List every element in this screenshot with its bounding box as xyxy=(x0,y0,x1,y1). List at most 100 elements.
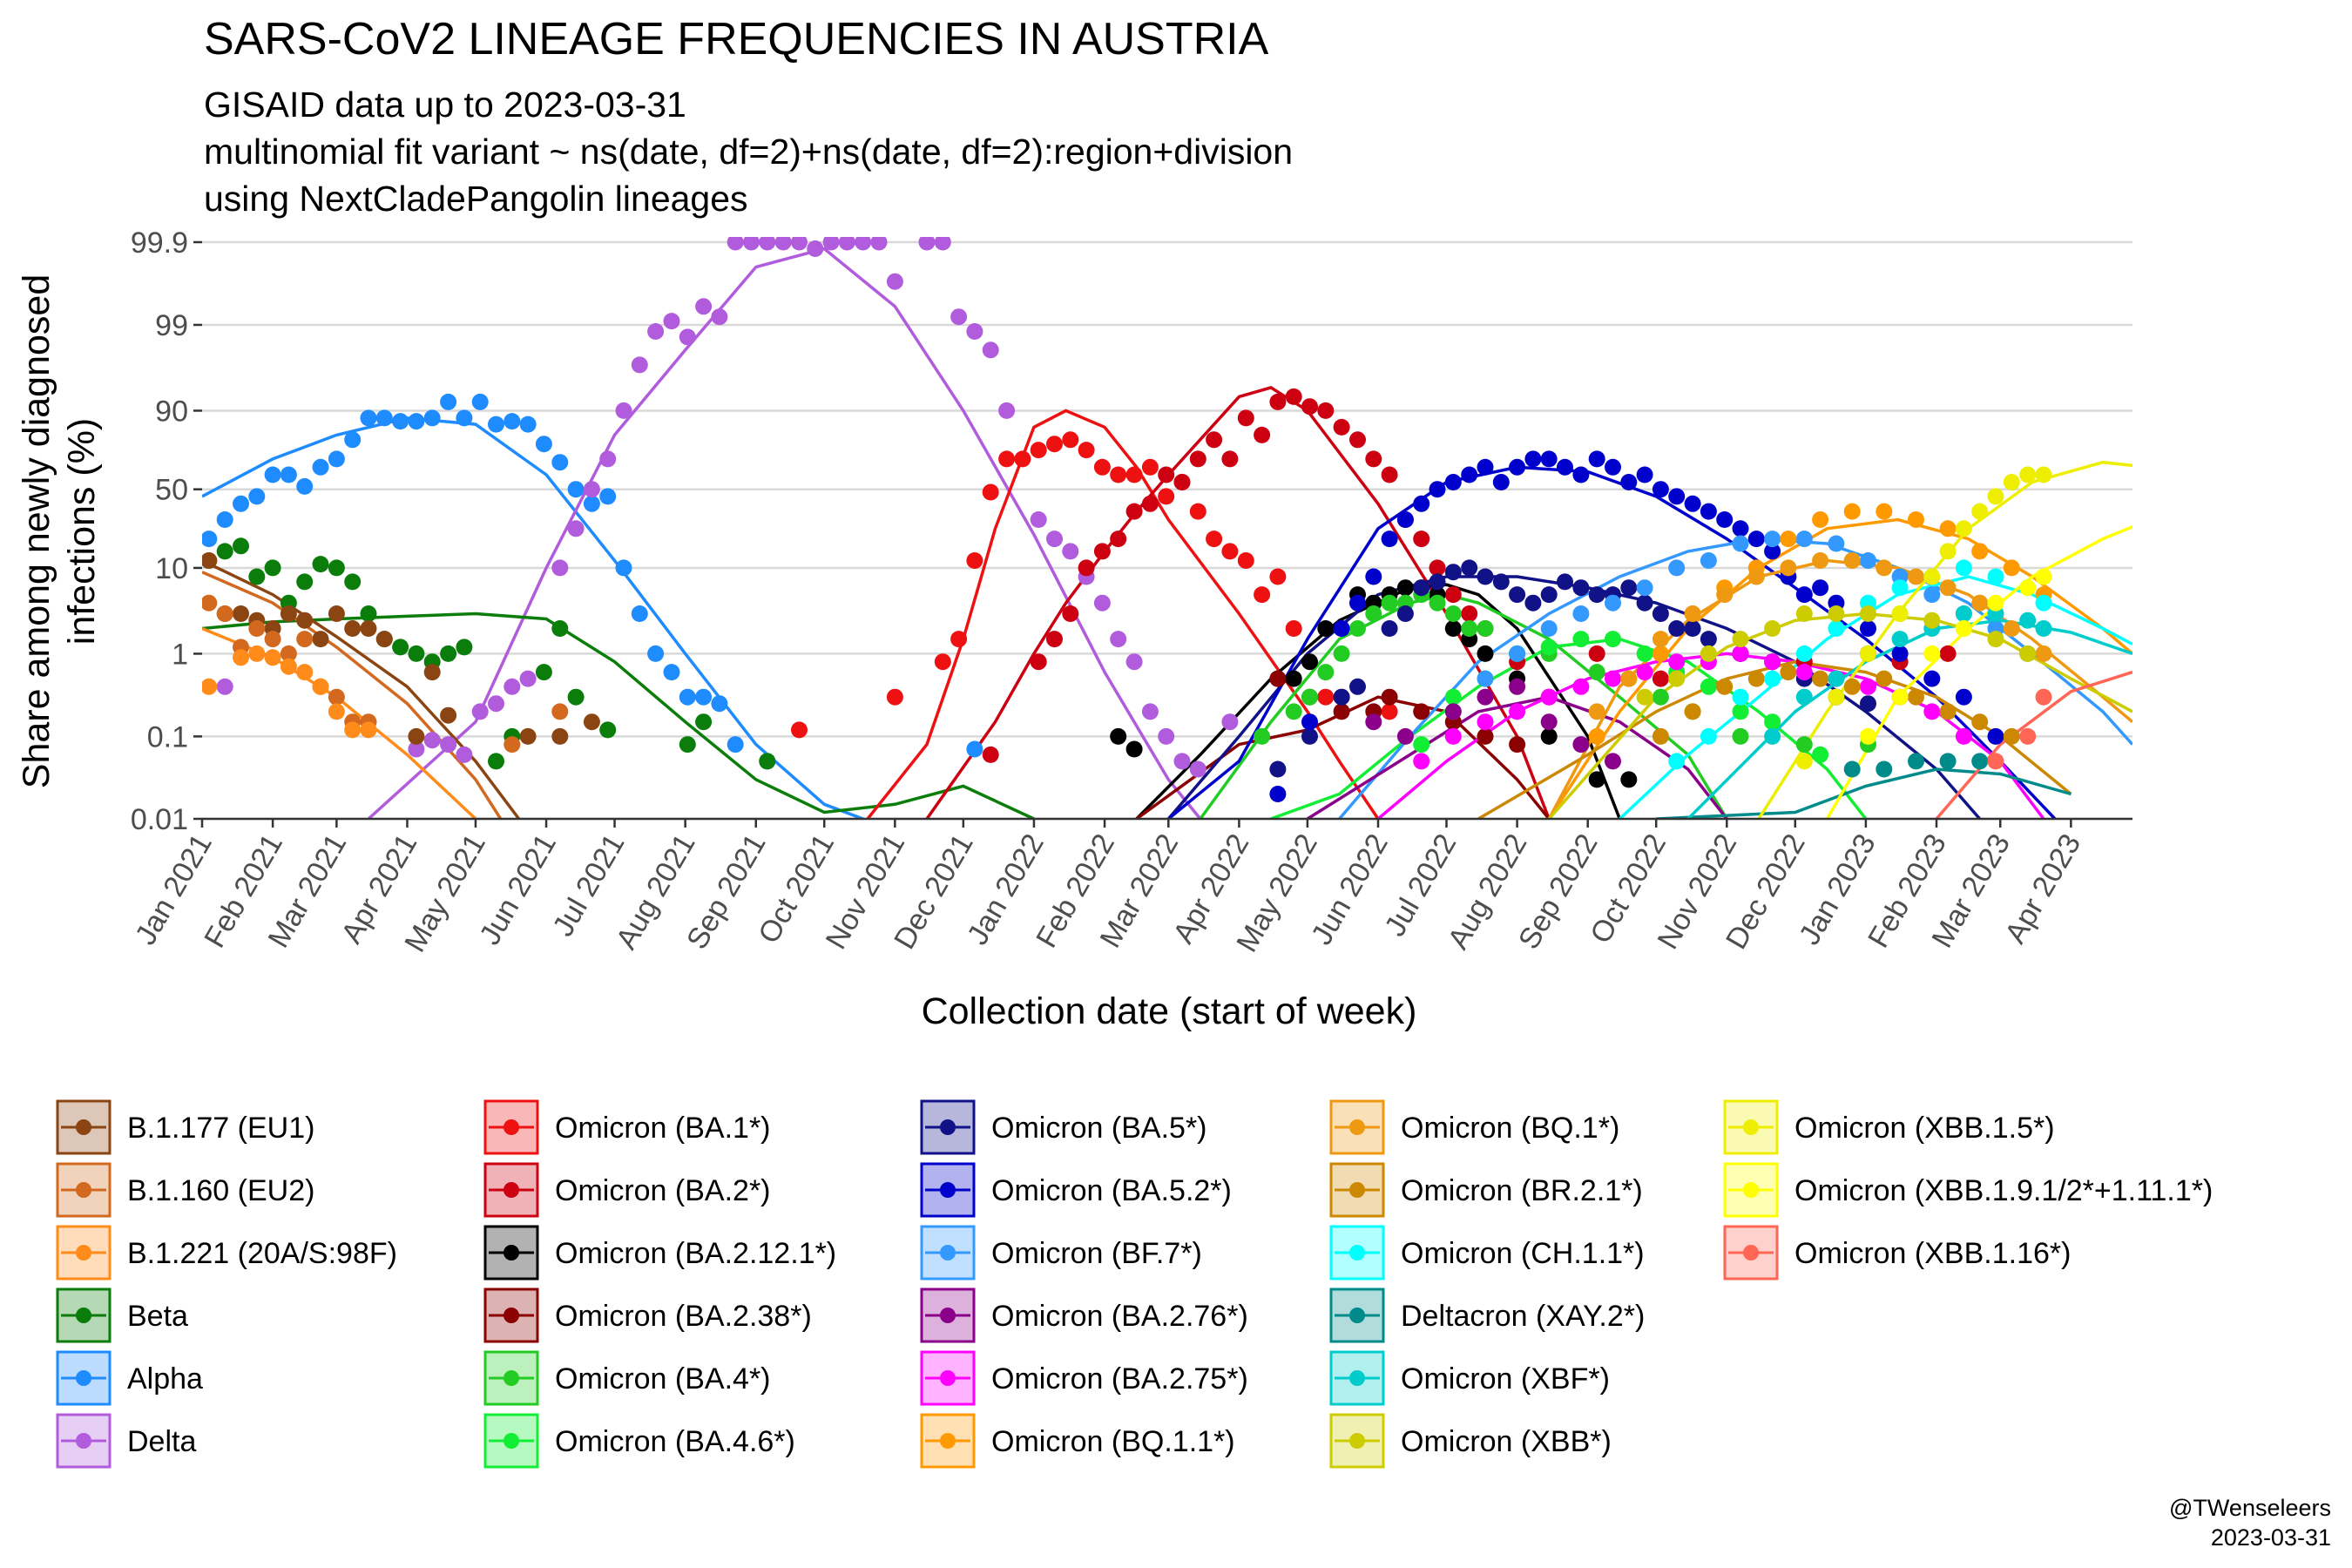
legend-label: Omicron (CH.1.1*) xyxy=(1401,1237,1645,1270)
data-point xyxy=(1828,620,1845,637)
data-point xyxy=(1557,573,1573,591)
data-point xyxy=(1158,727,1175,745)
legend-key-point xyxy=(940,1119,956,1135)
data-point xyxy=(1221,543,1239,560)
data-point xyxy=(1477,727,1494,745)
data-point xyxy=(551,620,569,637)
data-point xyxy=(1333,703,1350,720)
data-point xyxy=(456,409,473,427)
data-point xyxy=(1764,531,1781,548)
data-point xyxy=(1732,703,1749,720)
data-point xyxy=(1540,639,1558,656)
data-point xyxy=(488,753,504,770)
data-point xyxy=(1285,388,1302,405)
data-point xyxy=(551,703,569,720)
data-point xyxy=(1923,670,1941,687)
fit-line xyxy=(202,558,521,819)
legend-key-point xyxy=(504,1370,519,1386)
legend-item: Omicron (BA.5*) xyxy=(920,1099,1207,1155)
data-point xyxy=(599,488,617,505)
data-point xyxy=(488,416,504,433)
y-tick-label: 99.9 xyxy=(131,226,188,260)
data-point xyxy=(1636,594,1653,612)
data-point xyxy=(1413,495,1430,512)
data-point xyxy=(1093,458,1111,476)
data-point xyxy=(1700,552,1717,569)
data-point xyxy=(1668,620,1686,637)
data-point xyxy=(1652,670,1669,687)
data-point xyxy=(934,237,951,251)
data-point xyxy=(2003,474,2020,490)
data-point xyxy=(1540,688,1558,706)
data-point xyxy=(264,631,281,648)
data-point xyxy=(2019,727,2037,745)
data-point xyxy=(1684,605,1701,622)
legend-label: Beta xyxy=(127,1300,188,1333)
data-point xyxy=(1461,466,1478,483)
data-point xyxy=(296,612,314,629)
data-point xyxy=(1971,543,1989,560)
data-point xyxy=(711,308,728,326)
data-point xyxy=(998,402,1016,419)
data-point xyxy=(1269,760,1287,778)
data-point xyxy=(1700,631,1717,648)
legend-key-point xyxy=(1349,1245,1365,1260)
data-point xyxy=(1477,568,1494,585)
data-point xyxy=(1700,503,1717,520)
data-point xyxy=(440,736,457,754)
data-point xyxy=(1923,645,1941,662)
data-point xyxy=(1828,535,1845,552)
data-point xyxy=(1381,620,1398,637)
data-point xyxy=(248,488,266,505)
data-point xyxy=(1987,727,2004,745)
data-point xyxy=(791,721,808,739)
data-point xyxy=(918,237,936,251)
legend-key-point xyxy=(940,1245,956,1260)
data-point xyxy=(519,727,537,745)
data-point xyxy=(1668,670,1686,687)
data-point xyxy=(296,664,314,681)
data-point xyxy=(1125,503,1143,520)
data-point xyxy=(1939,520,1957,537)
data-point xyxy=(1396,727,1414,745)
data-point xyxy=(886,688,903,706)
data-point xyxy=(1509,703,1526,720)
data-point xyxy=(423,409,441,427)
data-point xyxy=(1795,586,1813,604)
data-point xyxy=(1843,760,1861,778)
data-point xyxy=(1876,670,1893,687)
data-point xyxy=(202,594,218,612)
data-point xyxy=(1636,688,1653,706)
data-point xyxy=(1700,678,1717,695)
legend-item: Omicron (XBB.1.16*) xyxy=(1723,1225,2071,1281)
legend-key-point xyxy=(1743,1182,1759,1198)
data-point xyxy=(1477,645,1494,662)
data-point xyxy=(1125,740,1143,758)
data-point xyxy=(950,308,968,326)
legend-item: Omicron (BA.2.12.1*) xyxy=(483,1225,836,1281)
data-point xyxy=(2003,559,2020,577)
data-point xyxy=(1254,586,1271,604)
data-point xyxy=(1588,586,1605,604)
data-point xyxy=(202,531,218,548)
data-point xyxy=(1540,620,1558,637)
data-point xyxy=(1923,612,1941,629)
data-point xyxy=(1891,688,1909,706)
data-point xyxy=(1971,753,1989,770)
data-point xyxy=(1237,409,1254,427)
data-point xyxy=(280,605,297,622)
legend-label: Omicron (BA.2.12.1*) xyxy=(555,1237,836,1270)
data-point xyxy=(1605,670,1621,687)
data-point xyxy=(1987,631,2004,648)
data-point xyxy=(1492,573,1510,591)
data-point xyxy=(1860,552,1876,569)
data-point xyxy=(1955,620,1972,637)
data-point xyxy=(982,341,999,359)
y-tick-label: 50 xyxy=(155,474,188,507)
data-point xyxy=(1317,688,1335,706)
fit-line xyxy=(1825,525,2132,819)
data-point xyxy=(1492,474,1510,490)
legend-item: Omicron (BA.2.38*) xyxy=(483,1288,812,1343)
data-point xyxy=(1668,753,1686,770)
data-point xyxy=(375,409,393,427)
